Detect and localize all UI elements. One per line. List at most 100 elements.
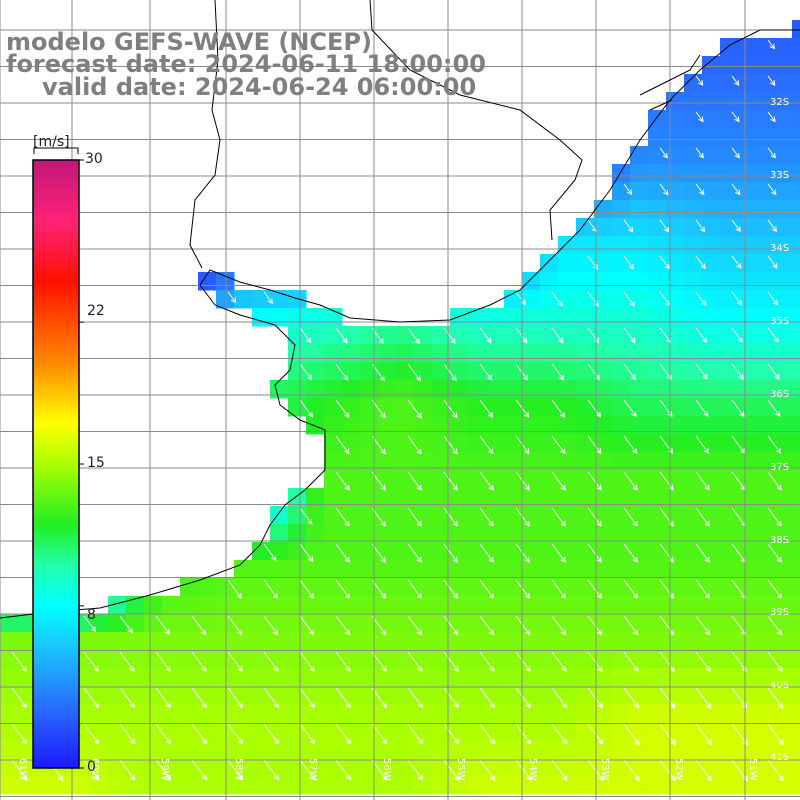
wind-speed-cell — [144, 596, 163, 615]
latitude-label: 41S — [770, 752, 789, 763]
wind-speed-cell — [576, 722, 595, 741]
wind-speed-cell — [540, 668, 559, 687]
wind-speed-cell — [738, 290, 757, 309]
wind-speed-cell — [144, 686, 163, 705]
wind-speed-cell — [612, 488, 631, 507]
wind-arrow — [227, 615, 243, 636]
wind-speed-cell — [756, 560, 775, 579]
wind-speed-cell — [126, 632, 145, 651]
wind-arrow — [443, 723, 460, 745]
wind-speed-cell — [432, 560, 451, 579]
wind-speed-cell — [396, 416, 415, 435]
wind-speed-cell — [414, 650, 433, 669]
wind-speed-cell — [756, 416, 775, 435]
wind-speed-cell — [738, 758, 757, 777]
wind-speed-cell — [342, 416, 361, 435]
wind-arrow — [623, 543, 638, 563]
wind-speed-cell — [720, 452, 739, 471]
wind-arrow — [227, 723, 244, 745]
wind-speed-cell — [324, 470, 343, 489]
wind-speed-cell — [630, 686, 649, 705]
wind-speed-cell — [540, 452, 559, 471]
wind-speed-cell — [540, 758, 559, 777]
wind-speed-cell — [360, 524, 379, 543]
wind-arrow — [695, 147, 704, 159]
wind-speed-cell — [594, 560, 613, 579]
wind-speed-cell — [648, 686, 667, 705]
wind-speed-cell — [702, 686, 721, 705]
wind-speed-cell — [630, 542, 649, 561]
wind-speed-cell — [450, 722, 469, 741]
wind-speed-cell — [702, 524, 721, 543]
wind-speed-cell — [342, 704, 361, 723]
wind-speed-cell — [648, 596, 667, 615]
wind-arrow — [731, 291, 743, 306]
wind-speed-cell — [342, 524, 361, 543]
wind-speed-cell — [18, 632, 37, 651]
wind-speed-cell — [540, 614, 559, 633]
wind-speed-cell — [702, 560, 721, 579]
wind-speed-cell — [522, 434, 541, 453]
wind-speed-cell — [486, 488, 505, 507]
wind-speed-cell — [738, 668, 757, 687]
wind-speed-cell — [288, 668, 307, 687]
wind-speed-cell — [702, 236, 721, 255]
wind-speed-cell — [702, 614, 721, 633]
wind-speed-cell — [288, 398, 307, 417]
wind-speed-cell — [180, 704, 199, 723]
wind-speed-cell — [144, 776, 163, 795]
wind-speed-cell — [450, 686, 469, 705]
wind-speed-cell — [360, 542, 379, 561]
wind-speed-cell — [522, 470, 541, 489]
wind-speed-cell — [792, 92, 800, 111]
wind-speed-cell — [378, 650, 397, 669]
wind-arrow — [227, 291, 237, 304]
wind-speed-cell — [468, 740, 487, 759]
wind-speed-cell — [180, 596, 199, 615]
wind-speed-cell — [612, 668, 631, 687]
wind-speed-cell — [216, 596, 235, 615]
wind-speed-cell — [378, 398, 397, 417]
wind-speed-cell — [756, 164, 775, 183]
wind-speed-cell — [774, 398, 793, 417]
wind-speed-cell — [666, 542, 685, 561]
wind-arrow — [587, 615, 603, 636]
wind-arrow — [767, 327, 779, 343]
wind-speed-cell — [522, 362, 541, 381]
wind-speed-cell — [378, 686, 397, 705]
wind-speed-cell — [324, 560, 343, 579]
wind-speed-cell — [666, 146, 685, 165]
wind-speed-cell — [576, 236, 595, 255]
wind-arrow — [479, 507, 494, 527]
wind-speed-cell — [558, 290, 577, 309]
wind-speed-cell — [270, 686, 289, 705]
wind-speed-cell — [738, 722, 757, 741]
wind-speed-cell — [540, 290, 559, 309]
wind-speed-cell — [630, 596, 649, 615]
wind-speed-cell — [792, 200, 800, 219]
wind-speed-cell — [396, 506, 415, 525]
wind-speed-cell — [666, 578, 685, 597]
wind-arrow — [551, 291, 563, 307]
wind-speed-cell — [252, 596, 271, 615]
wind-speed-cell — [702, 650, 721, 669]
wind-speed-cell — [774, 254, 793, 273]
wind-speed-cell — [18, 668, 37, 687]
wind-speed-cell — [162, 686, 181, 705]
wind-speed-cell — [234, 560, 253, 579]
wind-speed-cell — [576, 560, 595, 579]
wind-speed-cell — [162, 740, 181, 759]
wind-speed-cell — [540, 542, 559, 561]
colorbar — [32, 147, 84, 769]
wind-speed-cell — [324, 740, 343, 759]
wind-speed-cell — [162, 758, 181, 777]
wind-speed-cell — [468, 758, 487, 777]
wind-speed-cell — [594, 668, 613, 687]
wind-speed-cell — [792, 650, 800, 669]
wind-speed-cell — [378, 632, 397, 651]
wind-speed-cell — [270, 506, 289, 525]
wind-speed-cell — [252, 758, 271, 777]
wind-speed-cell — [558, 722, 577, 741]
wind-speed-cell — [630, 182, 649, 201]
wind-arrow — [443, 543, 458, 563]
